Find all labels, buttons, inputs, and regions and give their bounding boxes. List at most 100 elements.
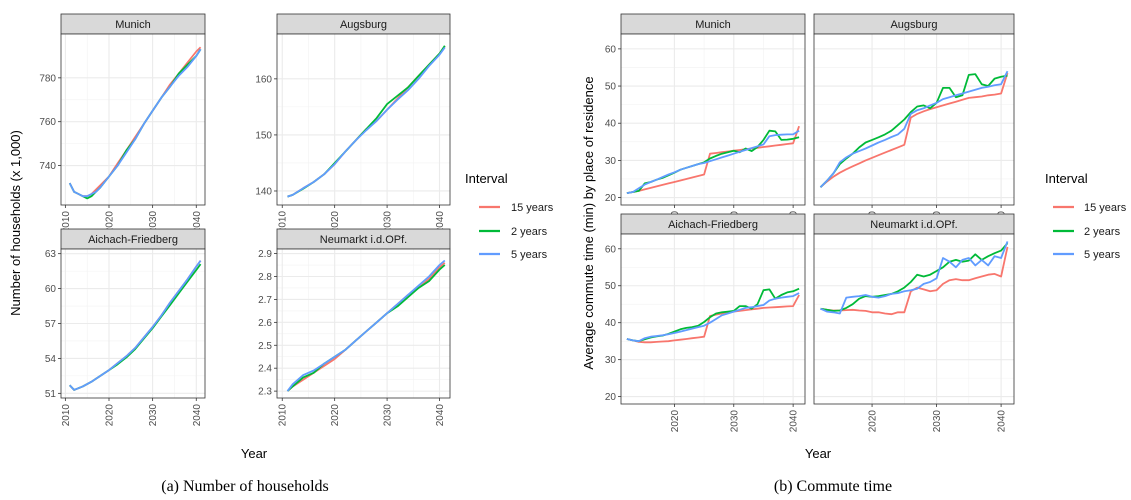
x-tick-label: 2040 [435,211,446,234]
series-line-commute-neumarkt-i-d-opf-2-years [820,242,1009,312]
x-tick-label: 2020 [868,410,879,433]
commute-legend-title: Interval [1045,171,1088,186]
y-tick-label: 60 [605,244,617,255]
x-tick-label: 2020 [330,404,341,427]
y-tick-label: 2.4 [258,364,272,375]
facet-strip-label-households-aichach-friedberg: Aichach-Friedberg [88,234,178,246]
commute-legend-label-2-years: 2 years [1084,226,1121,238]
panel-border-households-munich [60,33,206,206]
y-tick-label: 2.5 [258,341,272,352]
facet-households-augsburg: Augsburg 140 150 160 2010 2020 2030 2040 [255,13,451,234]
series-line-households-augsburg-5-years [287,46,446,198]
x-tick-label: 2020 [670,410,681,433]
households-ylabel: Number of households (x 1,000) [8,130,23,316]
y-tick-label: 50 [605,281,617,292]
x-tick-label: 2040 [435,404,446,427]
x-tick-label: 2040 [997,410,1008,433]
y-tick-label: 160 [255,74,272,85]
panel-bg-households-munich [61,34,205,205]
panel-bg-households-augsburg [277,34,450,205]
y-tick-label: 150 [255,130,272,141]
commute-legend-label-5-years: 5 years [1084,249,1121,261]
series-line-commute-munich-5-years [626,129,800,194]
panel-border-commute-neumarkt-i-d-opf [813,233,1015,405]
x-tick-label: 2040 [789,410,800,433]
y-tick-label: 740 [39,161,56,172]
facet-households-munich: Munich 740 760 780 2010 2020 2030 2040 [39,13,206,234]
series-line-households-aichach-friedberg-5-years [69,260,202,391]
commute-legend-label-15-years: 15 years [1084,202,1127,214]
commute-ylabel: Average commute time (min) by place of r… [581,76,596,369]
panel-bg-commute-aichach-friedberg [621,234,805,404]
facet-strip-label-commute-munich: Munich [695,19,730,31]
x-tick-label: 2020 [330,211,341,234]
x-tick-label: 2010 [278,404,289,427]
y-tick-label: 20 [605,193,617,204]
y-tick-label: 60 [605,44,617,55]
series-line-commute-aichach-friedberg-5-years [626,292,800,343]
y-tick-label: 40 [605,318,617,329]
y-tick-label: 2.9 [258,249,272,260]
y-tick-label: 63 [45,249,57,260]
y-tick-label: 30 [605,156,617,167]
panel-bg-commute-munich [621,34,805,205]
y-tick-label: 2.7 [258,295,272,306]
y-tick-label: 50 [605,82,617,93]
x-tick-label: 2030 [383,211,394,234]
caption-commute: (b) Commute time [774,478,892,495]
facet-strip-label-households-munich: Munich [115,19,150,31]
panel-border-commute-aichach-friedberg [620,233,806,405]
y-tick-label: 140 [255,186,272,197]
y-tick-label: 54 [45,354,57,365]
x-tick-label: 2040 [192,211,203,234]
y-tick-label: 60 [45,284,57,295]
facet-commute-augsburg: Augsburg202020302040 [813,13,1015,233]
panel-border-households-augsburg [276,33,451,206]
households-legend-title: Interval [465,171,508,186]
facet-strip-label-commute-aichach-friedberg: Aichach-Friedberg [668,219,758,231]
y-tick-label: 51 [45,389,57,400]
households-legend-label-5-years: 5 years [511,249,548,261]
households-legend: Interval 15 years 2 years 5 years [465,171,554,261]
facet-commute-munich: Munich2030405060202020302040 [605,13,806,233]
series-line-households-munich-5-years [68,48,202,198]
x-tick-label: 2030 [148,404,159,427]
facet-households-neumarkt-i-d-opf: Neumarkt i.d.OPf. 2.3 2.4 2.5 2.6 2.7 2.8 2.9 20… [258,228,451,427]
facet-households-aichach-friedberg: Aichach-Friedberg 51 54 57 60 63 2010 2020 2030 2… [45,228,206,427]
x-tick-label: 2010 [61,211,72,234]
x-tick-label: 2030 [932,410,943,433]
y-tick-label: 760 [39,117,56,128]
panel-bg-commute-neumarkt-i-d-opf [814,234,1014,404]
series-line-commute-munich-15-years [626,125,800,194]
y-tick-label: 57 [45,319,57,330]
households-legend-label-2-years: 2 years [511,226,548,238]
commute-legend: Interval 15 years 2 years 5 years [1045,171,1127,261]
facet-strip-label-commute-neumarkt-i-d-opf: Neumarkt i.d.OPf. [870,219,957,231]
y-tick-label: 2.8 [258,272,272,283]
x-tick-label: 2010 [278,211,289,234]
y-tick-label: 20 [605,392,617,403]
y-tick-label: 2.3 [258,387,272,398]
series-line-commute-neumarkt-i-d-opf-5-years [820,241,1009,315]
panel-bg-commute-augsburg [814,34,1014,205]
households-xlabel: Year [241,446,268,461]
series-line-commute-augsburg-15-years [819,72,1009,188]
x-tick-label: 2030 [729,410,740,433]
y-tick-label: 780 [39,73,56,84]
facet-strip-label-commute-augsburg: Augsburg [890,19,937,31]
series-line-commute-augsburg-5-years [819,70,1009,188]
panel-border-households-neumarkt-i-d-opf [276,248,451,399]
x-tick-label: 2010 [61,404,72,427]
panel-border-commute-munich [620,33,806,206]
commute-xlabel: Year [805,446,832,461]
x-tick-label: 2020 [105,211,116,234]
series-line-households-neumarkt-i-d-opf-5-years [286,259,446,392]
caption-households: (a) Number of households [161,478,329,495]
y-tick-label: 2.6 [258,318,272,329]
y-tick-label: 30 [605,355,617,366]
y-tick-label: 40 [605,119,617,130]
panel-border-commute-augsburg [813,33,1015,206]
